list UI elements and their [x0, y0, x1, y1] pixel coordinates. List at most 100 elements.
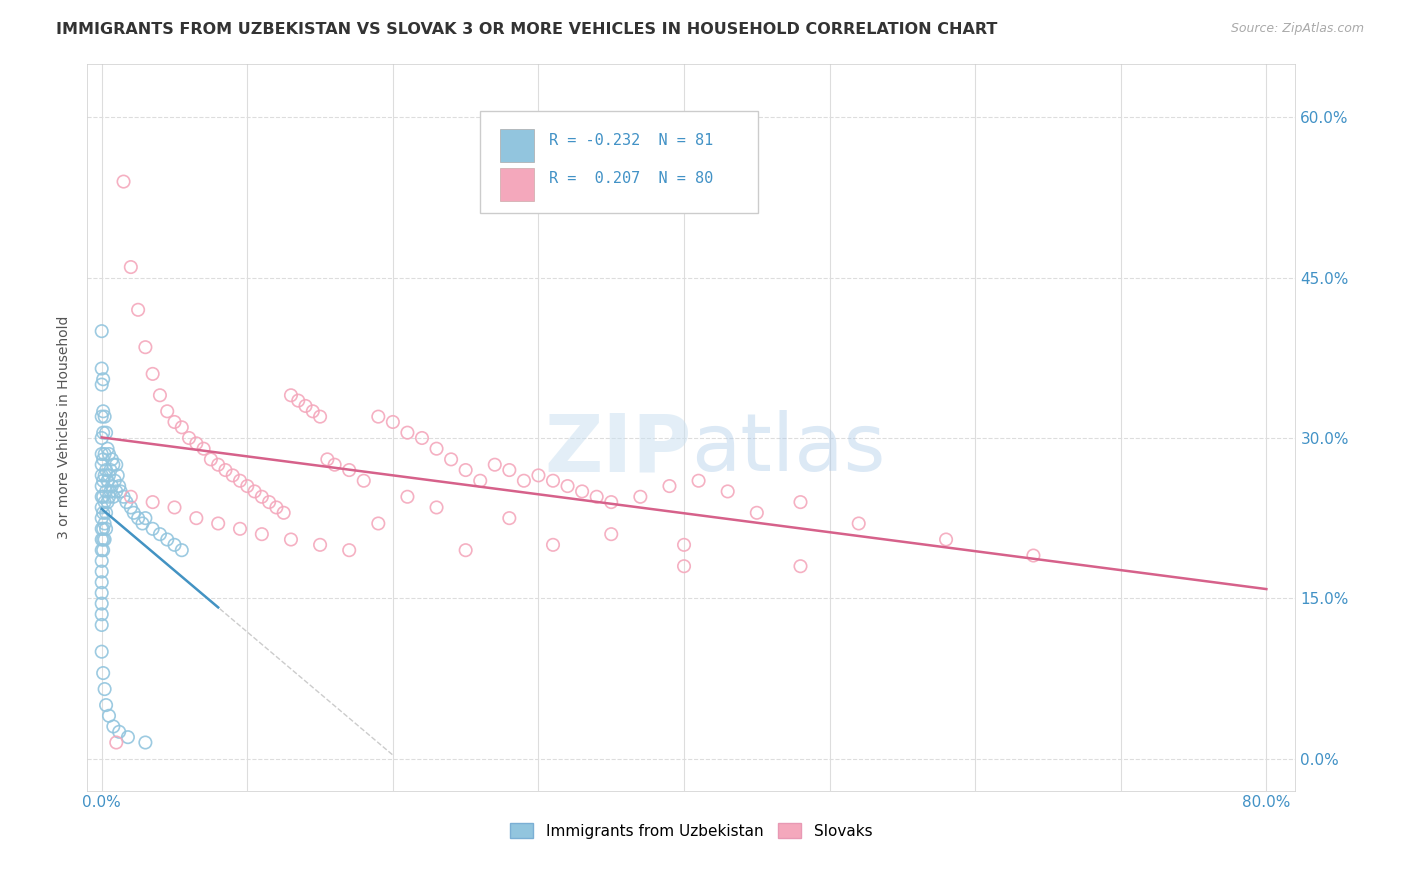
FancyBboxPatch shape — [501, 168, 534, 201]
Point — [91, 666, 114, 681]
Text: R = -0.232  N = 81: R = -0.232 N = 81 — [548, 133, 713, 148]
Point — [149, 527, 172, 541]
Point — [149, 388, 172, 402]
Point — [90, 554, 112, 568]
Point — [90, 431, 112, 445]
Point — [628, 490, 651, 504]
Point — [250, 490, 273, 504]
Y-axis label: 3 or more Vehicles in Household: 3 or more Vehicles in Household — [58, 316, 72, 539]
Point — [94, 522, 117, 536]
Point — [163, 415, 186, 429]
Point — [91, 425, 114, 440]
Point — [117, 730, 139, 744]
Point — [273, 506, 295, 520]
Point — [301, 404, 323, 418]
Point — [207, 458, 229, 472]
Point — [200, 452, 222, 467]
Point — [90, 607, 112, 622]
Point — [90, 447, 112, 461]
Point — [353, 474, 375, 488]
Point — [90, 597, 112, 611]
Point — [115, 495, 138, 509]
Point — [90, 533, 112, 547]
FancyBboxPatch shape — [501, 129, 534, 162]
Point — [90, 458, 112, 472]
Point — [96, 495, 118, 509]
Point — [309, 409, 332, 424]
Point — [186, 436, 208, 450]
Point — [94, 463, 117, 477]
Point — [91, 372, 114, 386]
Point — [110, 484, 132, 499]
Point — [177, 431, 200, 445]
Point — [108, 479, 131, 493]
Point — [90, 645, 112, 659]
Point — [186, 511, 208, 525]
Point — [91, 452, 114, 467]
Point — [96, 474, 118, 488]
Text: atlas: atlas — [692, 410, 886, 488]
Point — [120, 260, 142, 274]
Point — [90, 511, 112, 525]
Point — [440, 452, 463, 467]
Point — [266, 500, 288, 515]
Point — [454, 543, 477, 558]
Point — [513, 474, 536, 488]
Text: IMMIGRANTS FROM UZBEKISTAN VS SLOVAK 3 OR MORE VEHICLES IN HOUSEHOLD CORRELATION: IMMIGRANTS FROM UZBEKISTAN VS SLOVAK 3 O… — [56, 22, 998, 37]
Point — [600, 527, 623, 541]
Point — [90, 361, 112, 376]
FancyBboxPatch shape — [479, 112, 758, 213]
Point — [94, 698, 117, 712]
Point — [294, 399, 316, 413]
Point — [101, 452, 124, 467]
Point — [91, 522, 114, 536]
Point — [91, 474, 114, 488]
Point — [98, 468, 121, 483]
Point — [396, 490, 419, 504]
Point — [571, 484, 593, 499]
Point — [316, 452, 339, 467]
Point — [337, 543, 360, 558]
Point — [90, 490, 112, 504]
Legend: Immigrants from Uzbekistan, Slovaks: Immigrants from Uzbekistan, Slovaks — [505, 816, 879, 845]
Point — [673, 538, 696, 552]
Point — [425, 442, 447, 456]
Point — [112, 490, 135, 504]
Point — [411, 431, 433, 445]
Point — [122, 506, 145, 520]
Point — [93, 409, 115, 424]
Point — [156, 404, 179, 418]
Point — [527, 468, 550, 483]
Point — [142, 367, 165, 381]
Point — [229, 522, 252, 536]
Point — [257, 495, 280, 509]
Point — [107, 468, 129, 483]
Point — [103, 719, 125, 733]
Point — [108, 724, 131, 739]
Point — [142, 495, 165, 509]
Point — [789, 495, 811, 509]
Point — [557, 479, 579, 493]
Point — [90, 324, 112, 338]
Point — [163, 538, 186, 552]
Point — [90, 586, 112, 600]
Point — [104, 474, 127, 488]
Point — [105, 735, 128, 749]
Point — [90, 468, 112, 483]
Text: Source: ZipAtlas.com: Source: ZipAtlas.com — [1230, 22, 1364, 36]
Point — [94, 425, 117, 440]
Point — [337, 463, 360, 477]
Point — [236, 479, 259, 493]
Point — [90, 500, 112, 515]
Point — [98, 447, 121, 461]
Point — [396, 425, 419, 440]
Point — [105, 484, 128, 499]
Point — [100, 463, 122, 477]
Point — [134, 340, 156, 354]
Point — [170, 420, 193, 434]
Point — [193, 442, 215, 456]
Point — [96, 442, 118, 456]
Point — [170, 543, 193, 558]
Point — [229, 474, 252, 488]
Point — [309, 538, 332, 552]
